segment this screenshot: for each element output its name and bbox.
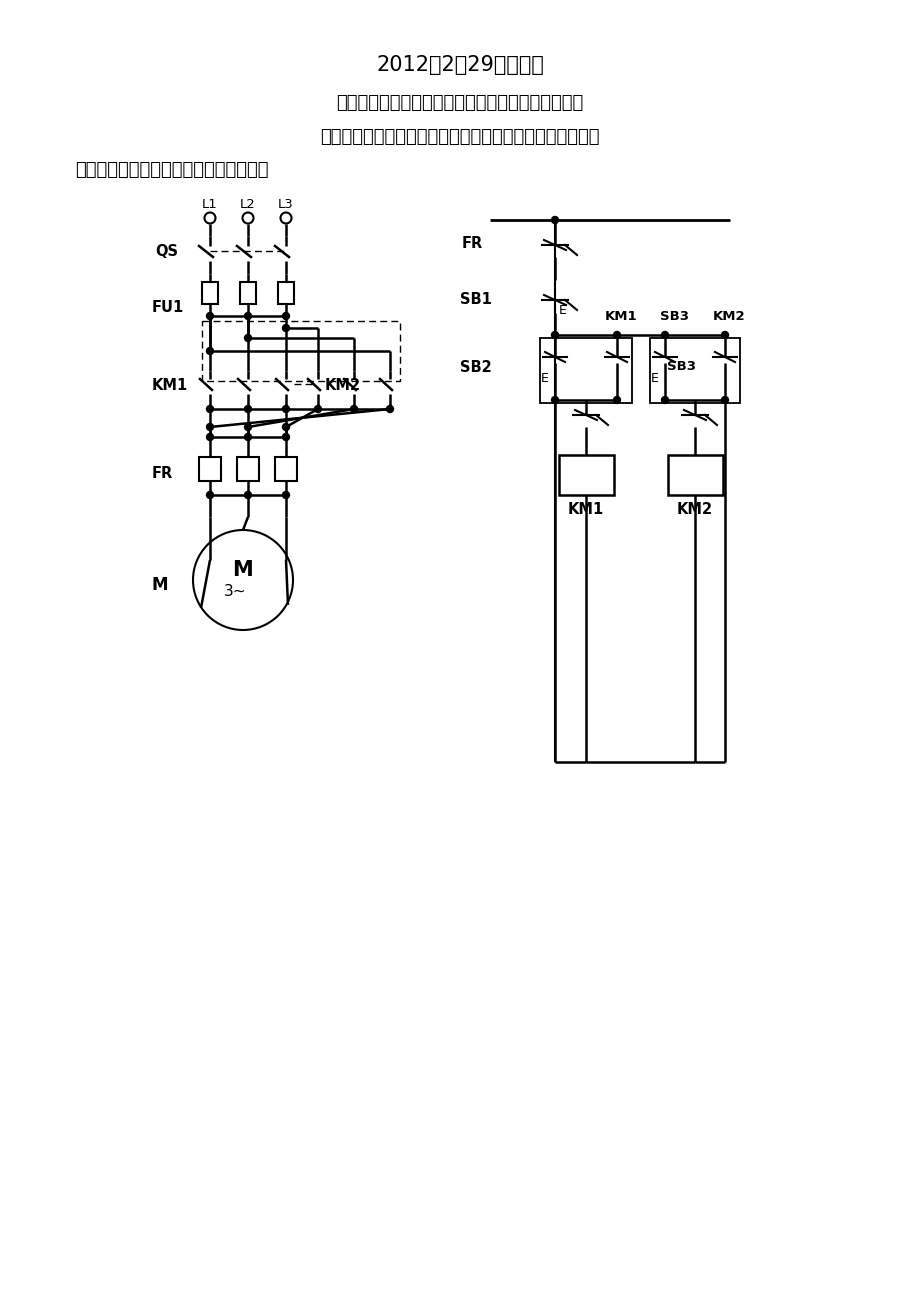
Circle shape (720, 397, 728, 404)
Circle shape (661, 397, 668, 404)
Text: L1: L1 (202, 198, 218, 211)
Bar (202, 283, 218, 303)
Text: 今天班长让我设计一个电动机能正向和反向转动电路: 今天班长让我设计一个电动机能正向和反向转动电路 (336, 94, 583, 112)
Circle shape (206, 423, 213, 431)
Circle shape (282, 312, 289, 319)
Circle shape (550, 397, 558, 404)
Circle shape (244, 434, 251, 440)
Circle shape (282, 491, 289, 499)
Text: M: M (152, 575, 168, 594)
Circle shape (244, 423, 251, 431)
Circle shape (206, 348, 213, 354)
Bar (667, 454, 722, 495)
Text: E: E (651, 372, 658, 385)
Text: KM1: KM1 (605, 310, 637, 323)
Text: FR: FR (152, 466, 173, 480)
Text: E: E (540, 372, 549, 385)
Text: 2012年2月29日星期三: 2012年2月29日星期三 (376, 55, 543, 76)
Text: KM2: KM2 (712, 310, 744, 323)
Circle shape (244, 405, 251, 413)
Circle shape (550, 332, 558, 339)
Circle shape (244, 491, 251, 499)
Bar (278, 283, 294, 303)
Circle shape (661, 332, 668, 339)
Circle shape (206, 491, 213, 499)
Circle shape (282, 434, 289, 440)
Circle shape (314, 405, 321, 413)
Text: L2: L2 (240, 198, 255, 211)
Circle shape (613, 332, 619, 339)
Circle shape (282, 405, 289, 413)
Circle shape (350, 405, 357, 413)
Bar (240, 283, 255, 303)
Text: E: E (559, 303, 566, 316)
Text: 图，让我仔细研究，明天接实物图做实验看其可行性。经过: 图，让我仔细研究，明天接实物图做实验看其可行性。经过 (320, 128, 599, 146)
Circle shape (386, 405, 393, 413)
Text: SB3: SB3 (659, 310, 688, 323)
Text: SB3: SB3 (666, 361, 696, 374)
Text: 3~: 3~ (223, 585, 246, 599)
Text: M: M (233, 560, 253, 579)
Circle shape (720, 332, 728, 339)
Circle shape (613, 397, 619, 404)
Bar (559, 454, 613, 495)
Text: FU1: FU1 (152, 299, 184, 315)
Text: KM1: KM1 (152, 379, 188, 393)
Bar (275, 457, 297, 480)
Circle shape (206, 434, 213, 440)
Text: FR: FR (461, 236, 482, 250)
Circle shape (282, 324, 289, 332)
Circle shape (244, 312, 251, 319)
Text: KM2: KM2 (676, 503, 712, 517)
Circle shape (282, 423, 289, 431)
Text: 一整天我设计的主电路及控制电路如下图: 一整天我设计的主电路及控制电路如下图 (75, 161, 268, 178)
Text: KM1: KM1 (567, 503, 604, 517)
Circle shape (550, 216, 558, 224)
Bar (539, 339, 631, 404)
Circle shape (206, 405, 213, 413)
Bar (650, 339, 739, 404)
Text: KM2: KM2 (324, 379, 361, 393)
Text: L3: L3 (278, 198, 293, 211)
Text: SB1: SB1 (460, 293, 492, 307)
Bar (237, 457, 259, 480)
Bar (199, 457, 221, 480)
Text: SB2: SB2 (460, 359, 492, 375)
Text: QS: QS (154, 245, 177, 259)
Circle shape (244, 335, 251, 341)
Bar (202, 322, 400, 381)
Circle shape (206, 312, 213, 319)
